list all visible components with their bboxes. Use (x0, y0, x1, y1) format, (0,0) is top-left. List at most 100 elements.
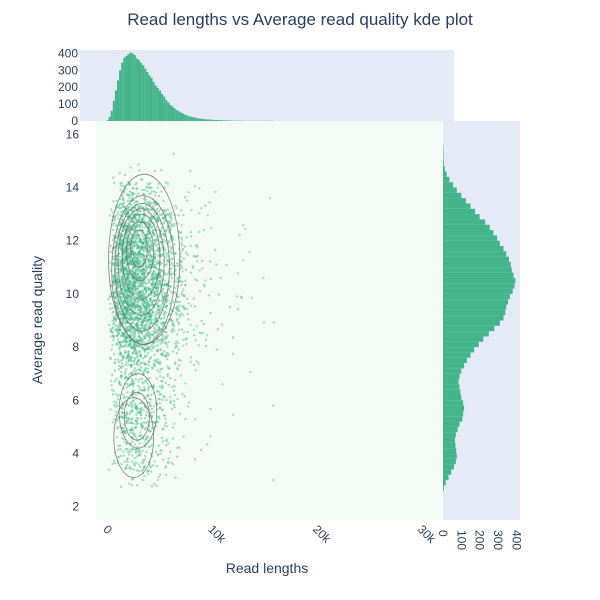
scatter-point (151, 271, 155, 274)
scatter-point (124, 314, 127, 317)
scatter-point (180, 312, 183, 315)
scatter-point (146, 223, 149, 226)
scatter-point (126, 391, 129, 394)
scatter-point (128, 292, 132, 295)
kde-contour-line (117, 208, 165, 316)
scatter-point (127, 354, 131, 358)
scatter-point (143, 286, 146, 289)
scatter-point (126, 308, 129, 311)
scatter-point (115, 419, 119, 422)
kde-contour-line (111, 195, 176, 345)
scatter-point (141, 291, 144, 294)
scatter-point (127, 241, 130, 244)
top-histogram-bar (108, 116, 111, 121)
scatter-point (125, 413, 128, 416)
scatter-point (137, 305, 140, 309)
scatter-point (143, 307, 146, 310)
scatter-point (128, 262, 132, 265)
top-histogram-bar (198, 118, 201, 121)
scatter-point (153, 278, 156, 281)
scatter-point (133, 443, 136, 447)
scatter-point (153, 332, 156, 335)
scatter-point (135, 324, 138, 327)
scatter-point (151, 230, 154, 233)
scatter-point (134, 344, 137, 347)
scatter-point (122, 340, 125, 343)
scatter-point (131, 321, 134, 324)
scatter-point (140, 433, 143, 437)
scatter-point (146, 347, 149, 350)
right-histogram-bar (443, 187, 457, 193)
kde-contour-line (123, 391, 150, 441)
scatter-point (123, 228, 127, 231)
scatter-point (117, 292, 121, 295)
scatter-point (138, 290, 142, 293)
scatter-point (140, 424, 144, 428)
scatter-point (194, 369, 197, 372)
scatter-point (137, 233, 140, 236)
scatter-point (169, 215, 172, 218)
scatter-point (129, 294, 133, 298)
scatter-point (134, 226, 137, 230)
scatter-point (141, 241, 145, 245)
scatter-point (144, 205, 148, 208)
scatter-point (122, 339, 126, 342)
scatter-point (165, 229, 168, 232)
scatter-point (135, 369, 138, 372)
scatter-point (122, 356, 125, 360)
scatter-point (166, 299, 169, 302)
scatter-point (122, 316, 126, 320)
scatter-point (134, 315, 137, 318)
right-histogram-bar (443, 416, 463, 422)
scatter-point (130, 402, 133, 405)
scatter-point (119, 244, 123, 247)
scatter-point (121, 345, 124, 349)
scatter-point (119, 182, 122, 185)
scatter-point (117, 286, 120, 289)
scatter-point (116, 358, 120, 361)
scatter-point (131, 192, 134, 195)
scatter-point (153, 266, 156, 269)
scatter-point (154, 253, 157, 256)
scatter-point (124, 288, 127, 291)
scatter-point (142, 292, 146, 296)
scatter-point (131, 187, 134, 190)
scatter-point (125, 345, 129, 348)
scatter-point (180, 283, 183, 287)
scatter-point (133, 279, 136, 283)
scatter-point (128, 318, 132, 321)
scatter-point (175, 308, 178, 312)
scatter-point (137, 448, 140, 452)
scatter-point (163, 209, 166, 212)
scatter-point (132, 345, 135, 349)
scatter-point (189, 323, 192, 326)
scatter-point (126, 460, 129, 463)
scatter-point (161, 408, 165, 412)
scatter-point (163, 342, 167, 345)
scatter-point (141, 319, 144, 322)
scatter-point (127, 193, 130, 196)
scatter-point (115, 271, 119, 274)
scatter-point (165, 272, 169, 276)
scatter-point (153, 353, 156, 357)
scatter-point (145, 413, 148, 417)
scatter-point (152, 291, 156, 294)
scatter-point (134, 233, 137, 236)
scatter-point (125, 327, 129, 330)
scatter-point (159, 304, 162, 307)
top-histogram-bar (230, 120, 233, 121)
scatter-point (143, 295, 146, 298)
scatter-point (121, 277, 125, 280)
scatter-point (167, 293, 170, 297)
scatter-point (150, 343, 154, 347)
scatter-point (127, 228, 130, 231)
scatter-point (138, 214, 141, 218)
scatter-point (134, 240, 137, 243)
right-histogram-bar (443, 363, 465, 369)
scatter-point (156, 420, 159, 424)
scatter-point (154, 272, 157, 276)
scatter-point (158, 362, 162, 366)
scatter-point (124, 325, 127, 328)
scatter-point (140, 218, 144, 221)
